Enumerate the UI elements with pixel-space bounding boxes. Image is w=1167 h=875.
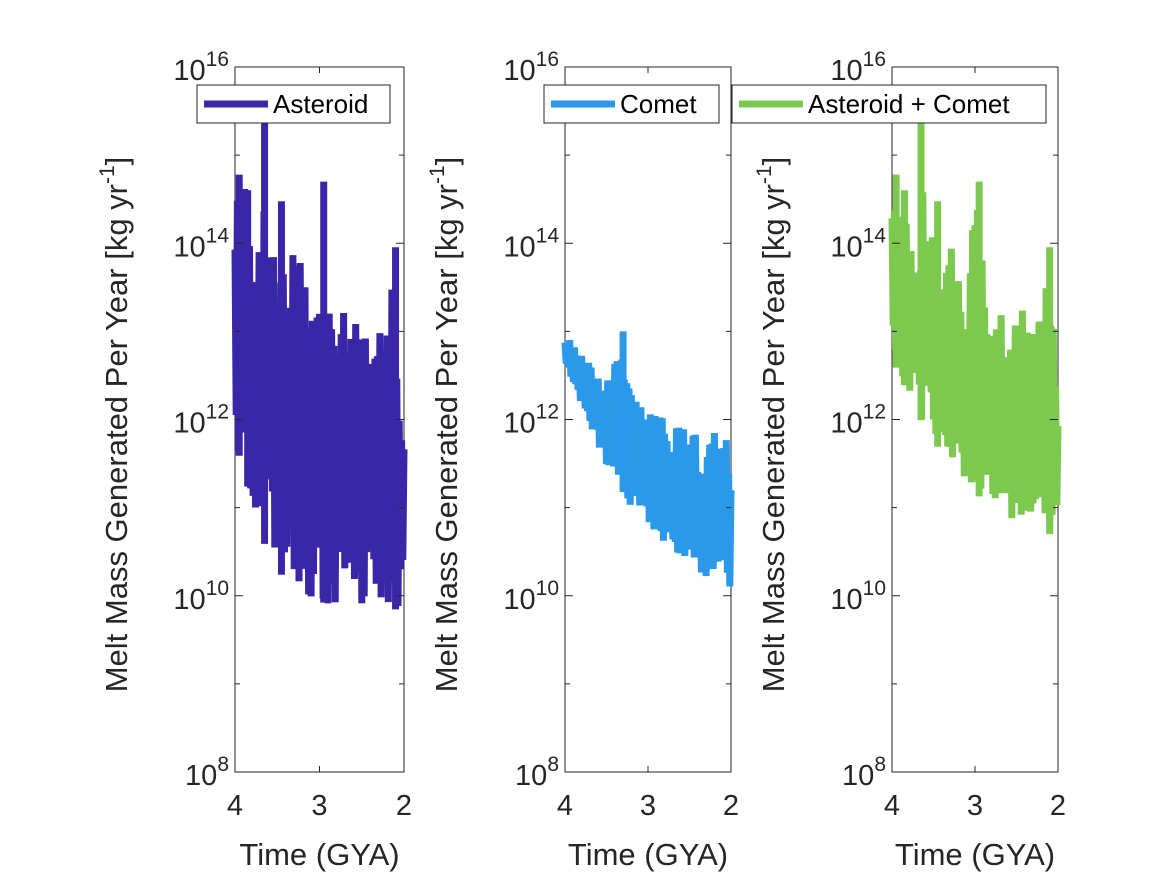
y-tick-label: 108 — [842, 753, 886, 792]
legend-label: Comet — [620, 89, 697, 119]
x-tick-label: 3 — [311, 790, 327, 822]
panel-2: 108 1010 1012 1014 1016 4 3 2 Time (GYA) Melt Mas… — [731, 48, 1066, 872]
legend: Comet — [543, 84, 720, 124]
legend-label: Asteroid — [273, 89, 368, 119]
y-tick-label: 1016 — [173, 48, 229, 87]
panel-1: 108 1010 1012 1014 1016 4 3 2 Time (GYA) Melt Mas… — [426, 48, 739, 872]
y-tick-label: 1012 — [830, 401, 886, 440]
y-tick-label: 1014 — [830, 224, 886, 263]
x-tick-label: 3 — [967, 790, 983, 822]
x-tick-label: 2 — [396, 790, 412, 822]
y-tick-label: 1010 — [173, 577, 229, 616]
legend: Asteroid — [196, 84, 391, 124]
legend: Asteroid + Comet — [731, 84, 1047, 124]
x-tick-label: 4 — [884, 790, 900, 822]
legend-label: Asteroid + Comet — [808, 89, 1010, 119]
y-axis-label: Melt Mass Generated Per Year [kg yr-1] — [426, 157, 464, 693]
panel-0: 108 1010 1012 1014 1016 4 3 2 Time (GYA) Melt Mas… — [96, 48, 412, 872]
y-tick-label: 1012 — [503, 401, 559, 440]
x-tick-label: 3 — [640, 790, 656, 822]
x-tick-label: 4 — [227, 790, 243, 822]
y-tick-label: 1010 — [503, 577, 559, 616]
y-tick-label: 1016 — [503, 48, 559, 87]
x-tick-label: 2 — [723, 790, 739, 822]
y-tick-label: 1016 — [830, 48, 886, 87]
x-axis-label: Time (GYA) — [239, 837, 399, 872]
y-tick-label: 1014 — [503, 224, 559, 263]
x-tick-label: 2 — [1050, 790, 1066, 822]
y-tick-label: 108 — [515, 753, 559, 792]
x-tick-label: 4 — [557, 790, 573, 822]
y-axis-label: Melt Mass Generated Per Year [kg yr-1] — [96, 157, 134, 693]
y-tick-label: 108 — [185, 753, 229, 792]
y-axis-label: Melt Mass Generated Per Year [kg yr-1] — [753, 157, 791, 693]
x-axis-label: Time (GYA) — [895, 837, 1055, 872]
y-tick-label: 1010 — [830, 577, 886, 616]
y-tick-label: 1014 — [173, 224, 229, 263]
legend-box — [196, 84, 391, 124]
series-line — [561, 339, 735, 587]
y-tick-label: 1012 — [173, 401, 229, 440]
x-axis-label: Time (GYA) — [568, 837, 728, 872]
